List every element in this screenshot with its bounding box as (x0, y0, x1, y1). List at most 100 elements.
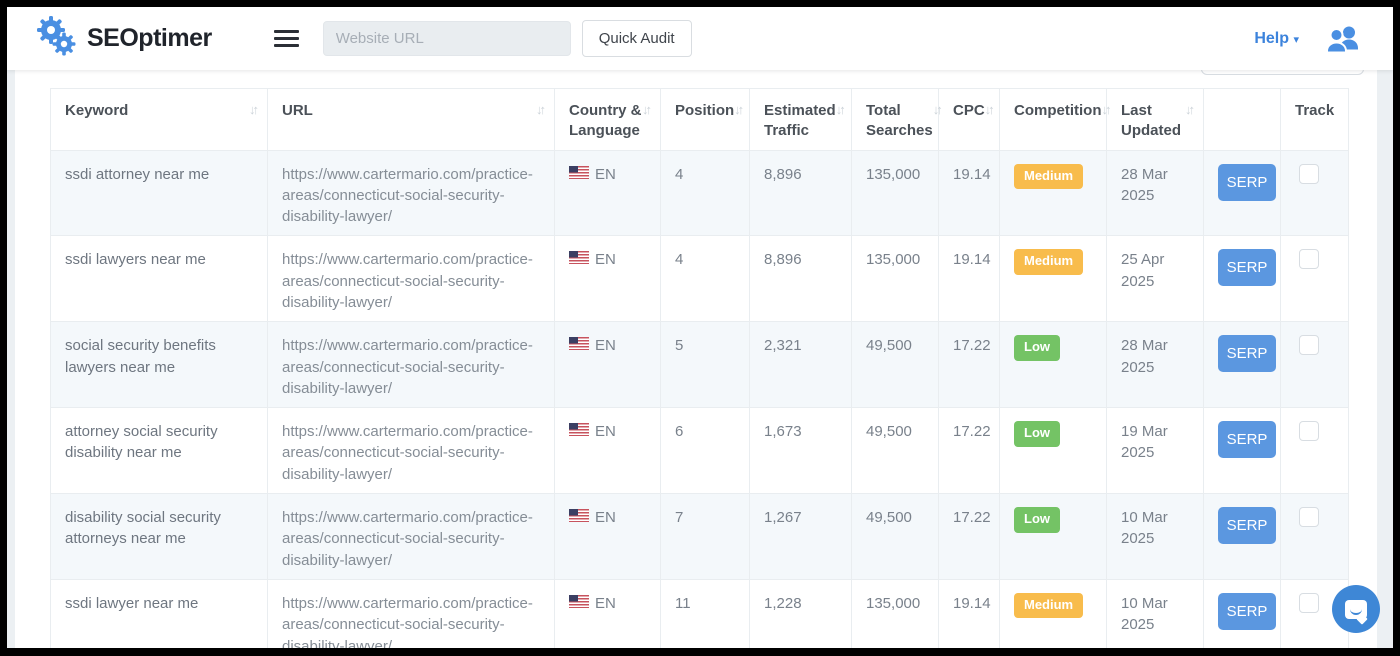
track-checkbox[interactable] (1299, 421, 1319, 442)
estimated-traffic-cell: 8,896 (749, 149, 852, 237)
cpc-cell: 19.14 (938, 235, 1000, 323)
track-checkbox[interactable] (1299, 163, 1319, 184)
sort-icon: ↓↑ (1101, 102, 1112, 117)
track-cell (1280, 149, 1349, 237)
language-label: EN (595, 594, 616, 612)
last-updated-cell: 25 Apr 2025 (1106, 235, 1204, 323)
quick-audit-button[interactable]: Quick Audit (581, 20, 692, 57)
us-flag-icon (569, 507, 589, 528)
website-url-input[interactable] (322, 21, 571, 56)
cpc-cell: 17.22 (938, 321, 1000, 409)
column-header-competition[interactable]: Competition ↓↑ (999, 88, 1112, 151)
table-row: attorney social security disability near… (50, 407, 1349, 495)
us-flag-icon (569, 335, 589, 356)
column-header-position[interactable]: Position ↓↑ (660, 88, 750, 151)
seoptimer-logo[interactable]: SEOptimer (34, 13, 212, 64)
total-searches-cell: 49,500 (851, 493, 939, 580)
table-row: ssdi lawyers near me https://www.carterm… (50, 235, 1349, 323)
chat-launcher-button[interactable] (1332, 585, 1380, 633)
column-header-estimated-traffic[interactable]: Estimated Traffic ↓↑ (749, 88, 852, 151)
track-checkbox[interactable] (1299, 249, 1319, 270)
keywords-table: Keyword ↓↑ URL ↓↑ Country & Language ↓↑ Pos… (50, 88, 1349, 648)
keyword-cell: ssdi lawyer near me (50, 578, 268, 648)
url-cell: https://www.cartermario.com/practice-are… (267, 321, 555, 409)
column-header-keyword[interactable]: Keyword ↓↑ (50, 88, 268, 151)
serp-button[interactable]: SERP (1218, 249, 1276, 287)
help-label: Help (1254, 29, 1290, 47)
column-header-total-searches[interactable]: Total Searches ↓↑ (851, 88, 943, 151)
track-checkbox[interactable] (1299, 592, 1319, 613)
us-flag-icon (569, 421, 589, 442)
serp-cell: SERP (1203, 407, 1281, 495)
position-cell: 5 (660, 321, 750, 409)
track-cell (1280, 235, 1349, 323)
last-updated-cell: 19 Mar 2025 (1106, 407, 1204, 495)
country-language-cell: EN (554, 149, 661, 237)
cpc-cell: 19.14 (938, 149, 1000, 237)
keyword-cell: social security benefits lawyers near me (50, 321, 268, 409)
position-cell: 6 (660, 407, 750, 495)
url-cell: https://www.cartermario.com/practice-are… (267, 578, 555, 648)
country-language-cell: EN (554, 235, 661, 323)
table-row: ssdi attorney near me https://www.carter… (50, 149, 1349, 237)
total-searches-cell: 135,000 (851, 578, 939, 648)
column-header-url[interactable]: URL ↓↑ (267, 88, 555, 151)
table-row: disability social security attorneys nea… (50, 493, 1349, 580)
total-searches-cell: 135,000 (851, 149, 939, 237)
competition-cell: Low (999, 321, 1107, 409)
competition-cell: Medium (999, 149, 1107, 237)
competition-cell: Medium (999, 578, 1107, 648)
estimated-traffic-cell: 1,228 (749, 578, 852, 648)
position-cell: 4 (660, 235, 750, 323)
estimated-traffic-cell: 2,321 (749, 321, 852, 409)
url-cell: https://www.cartermario.com/practice-are… (267, 407, 555, 495)
menu-hamburger-icon[interactable] (273, 26, 299, 51)
us-flag-icon (569, 593, 589, 614)
serp-button[interactable]: SERP (1218, 592, 1276, 630)
sort-icon: ↓↑ (536, 102, 546, 117)
help-dropdown[interactable]: Help ▾ (1254, 30, 1299, 48)
column-header-serp (1203, 88, 1281, 151)
content-card: Keyword ↓↑ URL ↓↑ Country & Language ↓↑ Pos… (15, 70, 1377, 648)
total-searches-cell: 49,500 (851, 321, 939, 409)
column-header-last-updated[interactable]: Last Updated ↓↑ (1106, 88, 1204, 151)
position-cell: 7 (660, 493, 750, 580)
language-label: EN (595, 251, 616, 269)
column-header-cpc[interactable]: CPC ↓↑ (938, 88, 1000, 151)
competition-cell: Medium (999, 235, 1107, 323)
app-window: SEOptimer Quick Audit Help ▾ (7, 7, 1393, 648)
track-checkbox[interactable] (1299, 507, 1319, 528)
account-users-icon[interactable] (1325, 24, 1361, 54)
brand-name: SEOptimer (87, 24, 212, 52)
url-cell: https://www.cartermario.com/practice-are… (267, 493, 555, 580)
last-updated-cell: 28 Mar 2025 (1106, 321, 1204, 409)
serp-button[interactable]: SERP (1218, 335, 1276, 373)
serp-cell: SERP (1203, 149, 1281, 237)
serp-button[interactable]: SERP (1218, 163, 1276, 201)
language-label: EN (595, 337, 616, 355)
url-cell: https://www.cartermario.com/practice-are… (267, 235, 555, 323)
last-updated-cell: 28 Mar 2025 (1106, 149, 1204, 237)
top-navbar: SEOptimer Quick Audit Help ▾ (7, 7, 1393, 70)
track-checkbox[interactable] (1299, 335, 1319, 356)
language-label: EN (595, 165, 616, 183)
country-language-cell: EN (554, 321, 661, 409)
keyword-cell: attorney social security disability near… (50, 407, 268, 495)
chevron-down-icon: ▾ (1293, 33, 1299, 46)
sort-icon: ↓↑ (932, 102, 943, 117)
competition-badge: Low (1014, 335, 1060, 361)
table-row: ssdi lawyer near me https://www.carterma… (50, 578, 1349, 648)
sort-icon: ↓↑ (734, 102, 744, 117)
serp-button[interactable]: SERP (1218, 507, 1276, 545)
column-header-country-language[interactable]: Country & Language ↓↑ (554, 88, 661, 151)
country-language-cell: EN (554, 407, 661, 495)
track-cell (1280, 321, 1349, 409)
serp-cell: SERP (1203, 578, 1281, 648)
serp-button[interactable]: SERP (1218, 421, 1276, 459)
last-updated-cell: 10 Mar 2025 (1106, 578, 1204, 648)
sort-icon: ↓↑ (984, 102, 995, 117)
serp-cell: SERP (1203, 493, 1281, 580)
estimated-traffic-cell: 1,673 (749, 407, 852, 495)
language-label: EN (595, 423, 616, 441)
position-cell: 11 (660, 578, 750, 648)
